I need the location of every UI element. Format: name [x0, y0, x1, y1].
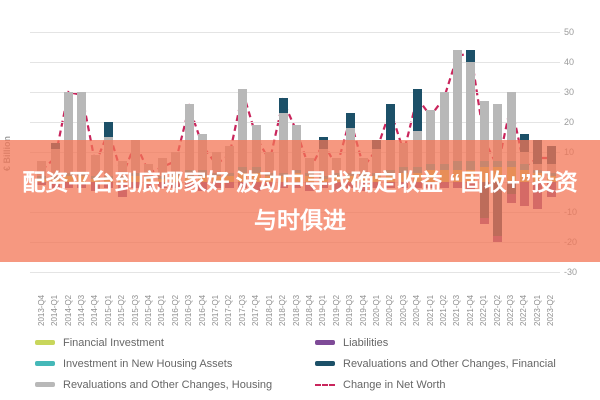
- x-tick-label: 2019-Q1: [318, 294, 328, 326]
- x-tick-label: 2020-Q3: [398, 294, 408, 326]
- x-tick-label: 2018-Q2: [278, 294, 288, 326]
- gridline: [30, 62, 560, 63]
- y-tick-label: -30: [564, 267, 578, 277]
- x-tick-label: 2014-Q1: [50, 294, 60, 326]
- bar-segment: [385, 104, 395, 140]
- legend-color-swatch: [35, 382, 55, 387]
- x-tick-label: 2021-Q3: [452, 294, 462, 326]
- legend-item-liabilities: Liabilities: [315, 337, 575, 349]
- legend-label: Change in Net Worth: [343, 378, 446, 391]
- x-tick-label: 2021-Q4: [465, 294, 475, 326]
- legend-item-financial-investment: Financial Investment: [35, 337, 315, 349]
- bar-segment: [184, 104, 194, 170]
- x-tick-label: 2019-Q3: [345, 294, 355, 326]
- bar-segment: [452, 50, 462, 161]
- x-tick-label: 2018-Q4: [304, 294, 314, 326]
- headline-overlay-banner: 配资平台到底哪家好 波动中寻找确定收益 “固收+”投资与时俱进: [0, 140, 600, 262]
- x-tick-label: 2023-Q2: [546, 294, 556, 326]
- bar-segment: [426, 110, 436, 164]
- x-tick-label: 2015-Q4: [143, 294, 153, 326]
- legend-item-revaluations-and-other-changes-financial: Revaluations and Other Changes, Financia…: [315, 358, 575, 370]
- bar-segment: [64, 92, 74, 173]
- x-tick-label: 2015-Q2: [117, 294, 127, 326]
- legend-item-change-in-net-worth: Change in Net Worth: [315, 379, 575, 391]
- legend-color-swatch: [35, 361, 55, 366]
- x-tick-label: 2014-Q4: [90, 294, 100, 326]
- x-tick-label: 2018-Q3: [291, 294, 301, 326]
- y-tick-label: 50: [564, 27, 575, 37]
- bar-segment: [479, 101, 489, 161]
- x-tick-label: 2014-Q2: [63, 294, 73, 326]
- x-tick-label: 2020-Q1: [371, 294, 381, 326]
- bar-segment: [104, 122, 114, 137]
- legend-label: Revaluations and Other Changes, Housing: [63, 378, 273, 391]
- bar-segment: [466, 62, 476, 161]
- x-tick-label: 2014-Q3: [76, 294, 86, 326]
- x-tick-label: 2022-Q3: [506, 294, 516, 326]
- x-tick-label: 2017-Q3: [237, 294, 247, 326]
- legend-item-revaluations-and-other-changes-housing: Revaluations and Other Changes, Housing: [35, 379, 315, 391]
- x-tick-label: 2022-Q2: [492, 294, 502, 326]
- bar-segment: [345, 113, 355, 128]
- gridline: [30, 92, 560, 93]
- x-tick-label: 2015-Q1: [103, 294, 113, 326]
- bar-segment: [77, 92, 87, 173]
- x-tick-label: 2016-Q3: [184, 294, 194, 326]
- legend-label: Revaluations and Other Changes, Financia…: [343, 357, 556, 370]
- x-tick-label: 2021-Q1: [425, 294, 435, 326]
- x-tick-label: 2017-Q1: [211, 294, 221, 326]
- x-tick-label: 2018-Q1: [264, 294, 274, 326]
- legend-color-swatch: [315, 340, 335, 345]
- x-tick-label: 2019-Q4: [358, 294, 368, 326]
- legend-label: Financial Investment: [63, 336, 164, 349]
- x-tick-label: 2019-Q2: [331, 294, 341, 326]
- y-tick-label: 30: [564, 87, 575, 97]
- x-tick-label: 2017-Q4: [251, 294, 261, 326]
- legend-label: Liabilities: [343, 336, 389, 349]
- x-tick-label: 2016-Q1: [157, 294, 167, 326]
- bar-segment: [412, 89, 422, 131]
- x-tick-label: 2017-Q2: [224, 294, 234, 326]
- y-tick-label: 20: [564, 117, 575, 127]
- legend-label: Investment in New Housing Assets: [63, 357, 233, 370]
- x-tick-label: 2022-Q4: [519, 294, 529, 326]
- x-tick-label: 2020-Q4: [412, 294, 422, 326]
- x-tick-label: 2016-Q4: [197, 294, 207, 326]
- legend-item-investment-in-new-housing-assets: Investment in New Housing Assets: [35, 358, 315, 370]
- x-tick-label: 2013-Q4: [36, 294, 46, 326]
- x-tick-label: 2022-Q1: [479, 294, 489, 326]
- legend-color-swatch: [315, 361, 335, 366]
- chart-legend: Financial Investment Liabilities Investmen…: [35, 332, 575, 395]
- gridline: [30, 272, 560, 273]
- legend-dashed-line-swatch: [315, 383, 335, 386]
- bar-segment: [493, 104, 503, 161]
- bar-segment: [439, 92, 449, 164]
- bar-segment: [278, 98, 288, 113]
- x-tick-label: 2016-Q2: [170, 294, 180, 326]
- x-tick-label: 2015-Q3: [130, 294, 140, 326]
- gridline: [30, 122, 560, 123]
- bar-segment: [238, 89, 248, 167]
- x-tick-label: 2020-Q2: [385, 294, 395, 326]
- gridline: [30, 32, 560, 33]
- bar-segment: [466, 50, 476, 62]
- y-tick-label: 40: [564, 57, 575, 67]
- legend-color-swatch: [35, 340, 55, 345]
- headline-text: 配资平台到底哪家好 波动中寻找确定收益 “固收+”投资与时俱进: [22, 169, 578, 233]
- x-tick-label: 2021-Q2: [439, 294, 448, 326]
- x-tick-label: 2023-Q1: [532, 294, 542, 326]
- bar-segment: [506, 92, 516, 161]
